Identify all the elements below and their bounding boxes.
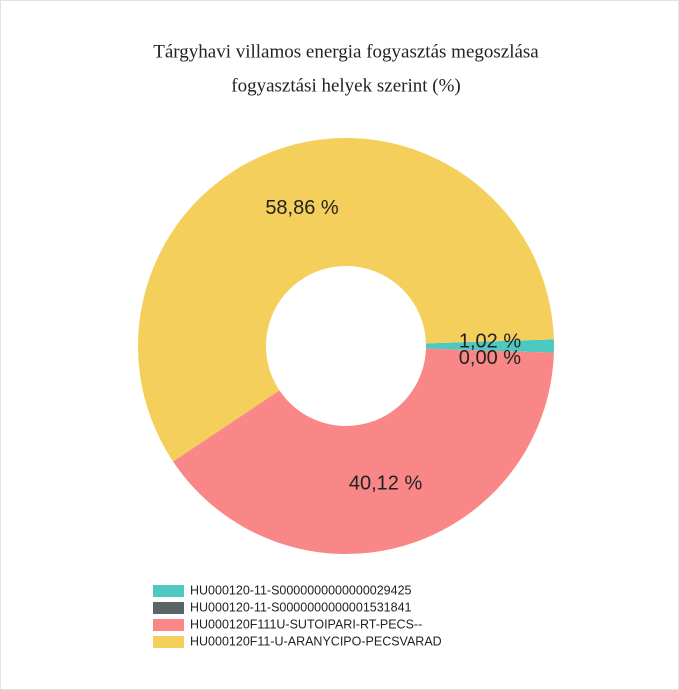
donut-slice bbox=[173, 348, 554, 554]
data-label: 58,86 % bbox=[265, 197, 339, 219]
chart-title: Tárgyhavi villamos energia fogyasztás me… bbox=[153, 41, 539, 62]
legend-swatch bbox=[153, 619, 184, 631]
data-label: 1,02 % bbox=[459, 330, 521, 352]
legend-label: HU000120-11-S0000000000000029425 bbox=[190, 583, 412, 597]
data-label: 0,00 % bbox=[459, 347, 521, 369]
data-label: 40,12 % bbox=[349, 473, 423, 495]
legend-label: HU000120-11-S0000000000001531841 bbox=[190, 600, 412, 614]
donut-slice bbox=[138, 138, 554, 462]
chart-title: fogyasztási helyek szerint (%) bbox=[231, 75, 461, 96]
legend-label: HU000120F111U-SUTOIPARI-RT-PECS-- bbox=[190, 617, 422, 631]
legend-swatch bbox=[153, 585, 184, 597]
donut-slice bbox=[425, 339, 554, 353]
legend-label: HU000120F11-U-ARANYCIPO-PECSVARAD bbox=[190, 634, 442, 648]
legend-swatch bbox=[153, 602, 184, 614]
legend-swatch bbox=[153, 636, 184, 648]
